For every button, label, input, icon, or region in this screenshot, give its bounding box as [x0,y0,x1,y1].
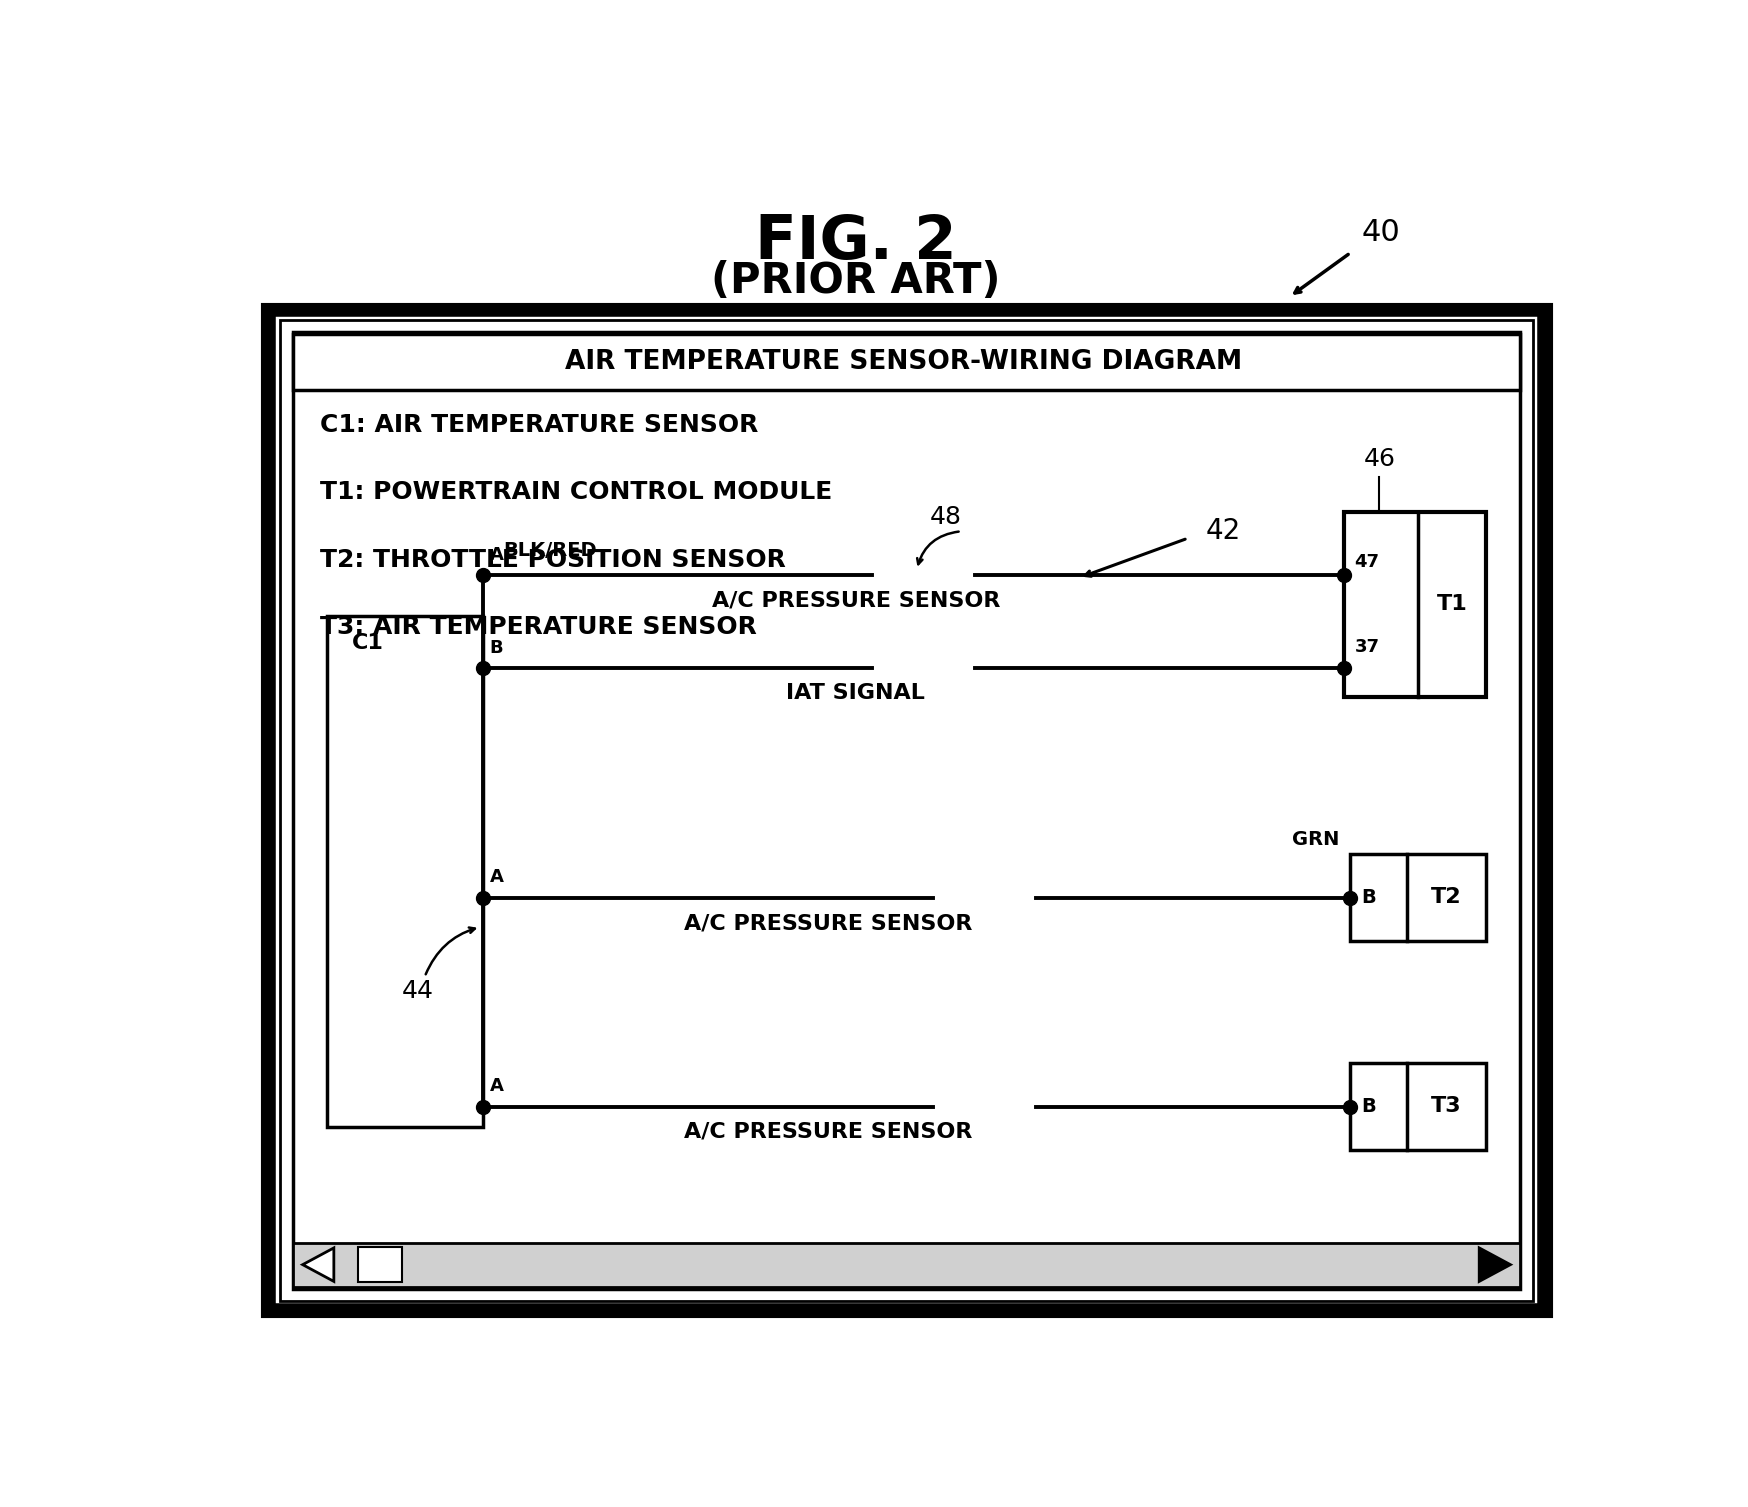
Text: A/C PRESSURE SENSOR: A/C PRESSURE SENSOR [683,913,972,933]
Text: (PRIOR ART): (PRIOR ART) [710,259,1000,301]
Text: B: B [489,639,503,657]
Point [1328,656,1356,680]
Text: 40: 40 [1360,219,1398,247]
Text: FIG. 2: FIG. 2 [755,214,956,273]
Bar [358,1248,402,1282]
Point [468,886,496,910]
Text: A/C PRESSURE SENSOR: A/C PRESSURE SENSOR [683,1121,972,1142]
Text: 48: 48 [930,505,961,529]
Text: 42: 42 [1204,517,1239,546]
Bar [1342,511,1486,698]
Bar [294,1243,1519,1287]
Point [468,1094,496,1118]
Text: GRN: GRN [1292,830,1339,850]
Text: A/C PRESSURE SENSOR: A/C PRESSURE SENSOR [711,591,1000,610]
Point [468,656,496,680]
Bar [1349,854,1486,940]
Bar [1349,1062,1486,1150]
Text: BLK/RED: BLK/RED [503,541,596,561]
Text: 47: 47 [1353,553,1379,571]
Bar [294,332,1519,1288]
Point [1328,564,1356,588]
Text: 44: 44 [402,980,434,1004]
Text: A: A [489,1078,503,1096]
Point [1335,1094,1363,1118]
Text: T3: T3 [1430,1096,1461,1117]
Text: AIR TEMPERATURE SENSOR-WIRING DIAGRAM: AIR TEMPERATURE SENSOR-WIRING DIAGRAM [565,348,1241,375]
Text: 37: 37 [1353,637,1379,656]
Text: B: B [1360,1097,1376,1115]
Bar [273,315,1540,1307]
Text: T3: AIR TEMPERATURE SENSOR: T3: AIR TEMPERATURE SENSOR [320,615,757,639]
Point [1335,886,1363,910]
Polygon shape [1479,1248,1510,1281]
Text: C1: AIR TEMPERATURE SENSOR: C1: AIR TEMPERATURE SENSOR [320,413,759,437]
Text: C1: C1 [351,633,383,654]
Point [468,564,496,588]
Text: A: A [489,546,503,564]
Bar [280,319,1533,1301]
Bar [327,616,482,1127]
Text: IAT SIGNAL: IAT SIGNAL [787,683,925,704]
Text: 46: 46 [1362,448,1395,470]
Text: T2: THROTTLE POSITION SENSOR: T2: THROTTLE POSITION SENSOR [320,547,785,571]
Text: B: B [1360,888,1376,907]
Bar [266,309,1547,1313]
Polygon shape [302,1248,334,1281]
Text: T1: POWERTRAIN CONTROL MODULE: T1: POWERTRAIN CONTROL MODULE [320,481,832,505]
Text: T2: T2 [1430,888,1461,907]
Bar [294,335,1519,390]
Text: A: A [489,868,503,886]
Text: T1: T1 [1435,594,1467,615]
